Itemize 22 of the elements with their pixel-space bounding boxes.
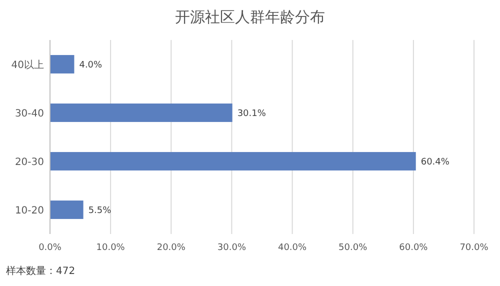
data-label: 30.1% [237, 108, 266, 119]
bar [50, 200, 84, 219]
x-tick-label: 0.0% [38, 243, 62, 253]
chart-title: 开源社区人群年龄分布 [175, 9, 325, 26]
x-tick-label: 10.0% [96, 243, 126, 253]
y-tick-label: 30-40 [14, 108, 44, 120]
x-tick-label: 30.0% [217, 243, 246, 253]
x-tick-label: 50.0% [338, 243, 368, 253]
y-tick-label: 10-20 [14, 205, 44, 216]
x-tick-label: 70.0% [460, 243, 489, 253]
bar [50, 104, 232, 122]
text: 样本数量：472 [6, 265, 76, 277]
bar [50, 152, 416, 170]
x-tick-label: 20.0% [156, 243, 186, 253]
x-tick-label: 60.0% [399, 243, 428, 253]
data-label: 5.5% [88, 206, 112, 216]
x-tick-label: 40.0% [278, 243, 308, 253]
data-label: 60.4% [420, 157, 450, 168]
y-tick-label: 40以上 [11, 58, 44, 71]
bar [50, 55, 74, 74]
y-tick-label: 20-30 [14, 156, 44, 168]
data-label: 4.0% [79, 60, 103, 70]
